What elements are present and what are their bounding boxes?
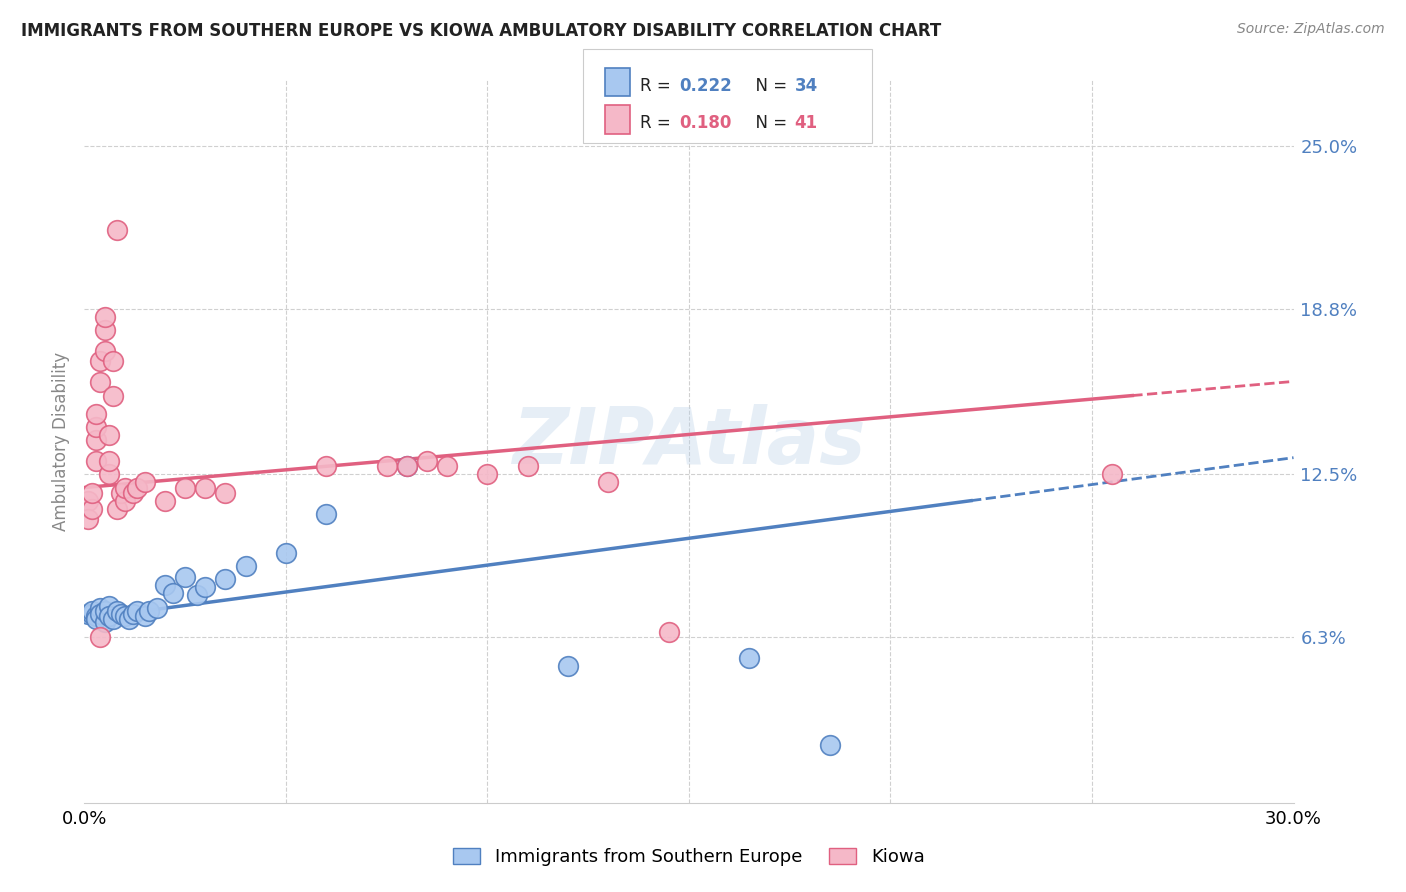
Point [274, 546, 297, 560]
Point [194, 481, 217, 495]
Point [186, 588, 208, 602]
Point [375, 459, 398, 474]
Point [101, 354, 124, 368]
Point [436, 459, 458, 474]
Text: N =: N = [745, 114, 793, 132]
Point [134, 475, 156, 490]
Text: ZIPAtlas: ZIPAtlas [512, 403, 866, 480]
Point [77, 512, 100, 526]
Point [114, 609, 136, 624]
Point [93, 615, 115, 629]
Point [105, 223, 128, 237]
Point [89, 354, 111, 368]
Legend: Immigrants from Southern Europe, Kiowa: Immigrants from Southern Europe, Kiowa [446, 840, 932, 873]
Point [105, 501, 128, 516]
Point [101, 612, 124, 626]
Point [97, 609, 120, 624]
Text: 41: 41 [794, 114, 817, 132]
Point [89, 601, 111, 615]
Point [114, 481, 136, 495]
Point [416, 454, 439, 468]
Point [105, 604, 128, 618]
Point [138, 604, 160, 618]
Point [1101, 467, 1123, 482]
Point [82, 607, 104, 621]
Point [97, 599, 120, 613]
Point [516, 459, 538, 474]
Point [174, 481, 197, 495]
Point [162, 585, 184, 599]
Point [82, 485, 104, 500]
Point [82, 604, 104, 618]
Point [86, 612, 108, 626]
Point [89, 630, 111, 644]
Point [194, 580, 217, 594]
Text: Source: ZipAtlas.com: Source: ZipAtlas.com [1237, 22, 1385, 37]
Text: 34: 34 [794, 77, 818, 95]
Point [110, 607, 132, 621]
Point [738, 651, 761, 665]
Point [477, 467, 499, 482]
Point [89, 376, 111, 390]
Point [121, 607, 143, 621]
Text: 0.222: 0.222 [679, 77, 733, 95]
Text: N =: N = [745, 77, 793, 95]
Point [86, 420, 108, 434]
Point [153, 578, 176, 592]
Point [118, 612, 141, 626]
Point [93, 323, 115, 337]
Text: 0.180: 0.180 [679, 114, 731, 132]
Point [93, 343, 115, 358]
Point [125, 604, 148, 618]
Point [315, 459, 337, 474]
Point [121, 485, 143, 500]
Text: R =: R = [640, 114, 676, 132]
Text: R =: R = [640, 77, 676, 95]
Point [315, 507, 337, 521]
Point [82, 501, 104, 516]
Point [97, 467, 120, 482]
Point [86, 407, 108, 421]
Point [86, 434, 108, 448]
Point [174, 570, 197, 584]
Point [125, 481, 148, 495]
Point [101, 388, 124, 402]
Point [395, 459, 418, 474]
Point [77, 607, 100, 621]
Point [110, 485, 132, 500]
Point [557, 659, 579, 673]
Point [598, 475, 620, 490]
Point [89, 607, 111, 621]
Point [146, 601, 169, 615]
Point [658, 625, 681, 640]
Point [134, 609, 156, 624]
Point [93, 310, 115, 324]
Point [214, 485, 236, 500]
Point [86, 454, 108, 468]
Point [93, 604, 115, 618]
Text: IMMIGRANTS FROM SOUTHERN EUROPE VS KIOWA AMBULATORY DISABILITY CORRELATION CHART: IMMIGRANTS FROM SOUTHERN EUROPE VS KIOWA… [21, 22, 942, 40]
Point [97, 454, 120, 468]
Point [114, 493, 136, 508]
Point [235, 559, 257, 574]
Point [214, 573, 236, 587]
Y-axis label: Ambulatory Disability: Ambulatory Disability [52, 352, 70, 531]
Point [97, 428, 120, 442]
Point [77, 493, 100, 508]
Point [86, 609, 108, 624]
Point [818, 738, 841, 752]
Point [395, 459, 418, 474]
Point [153, 493, 176, 508]
